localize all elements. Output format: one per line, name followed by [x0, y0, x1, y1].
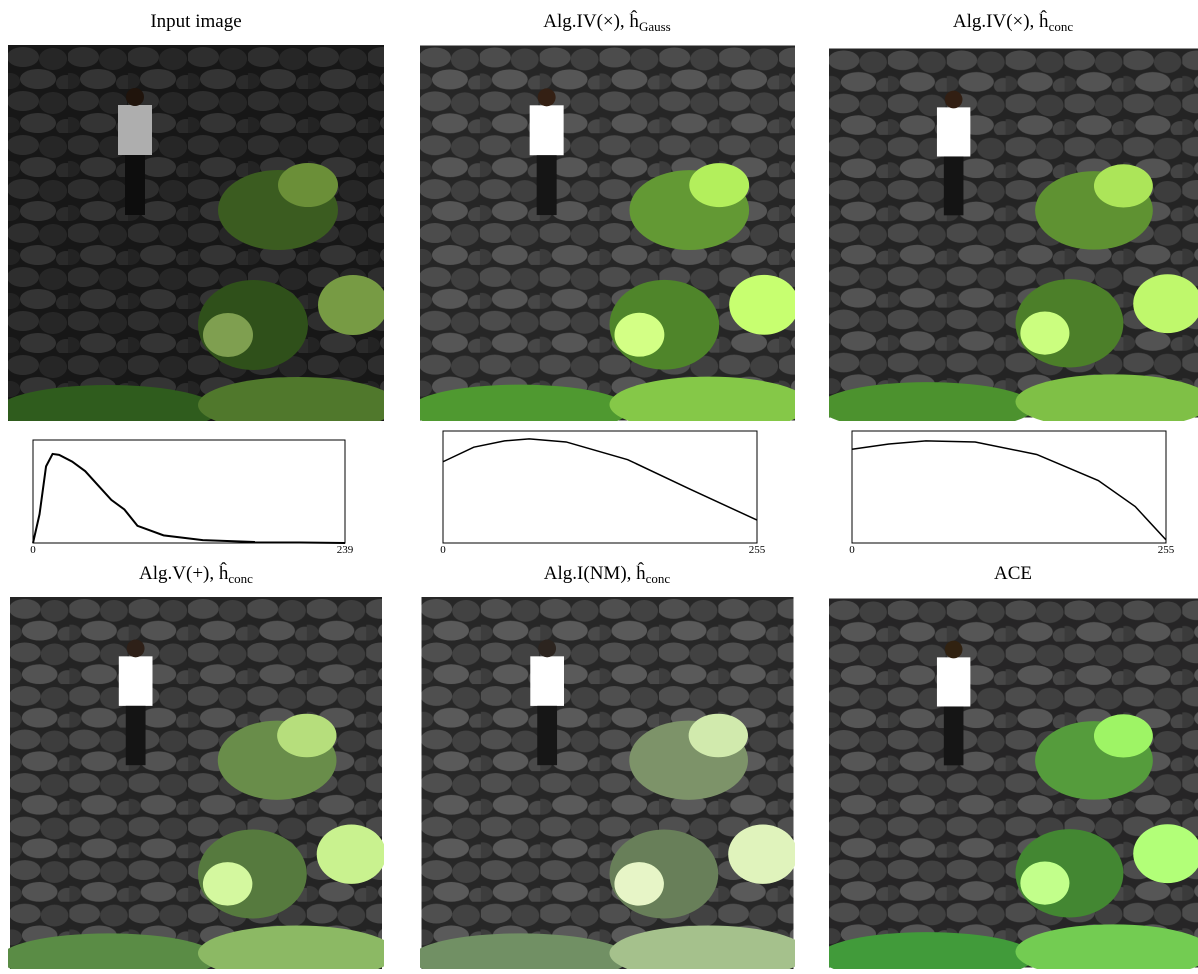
x-tick-label: 239 [337, 544, 354, 556]
curve [443, 439, 757, 520]
plot-frame [852, 431, 1166, 543]
x-tick-label: 0 [849, 544, 855, 556]
title-subscript: conc [646, 571, 671, 586]
panel-title: Alg.I(NM), ĥconc [544, 562, 671, 586]
image [0, 597, 396, 969]
title-text: Alg.IV(×), ĥ [543, 10, 639, 32]
curve [33, 454, 345, 543]
x-tick-label: 0 [440, 544, 446, 556]
curve [852, 441, 1166, 540]
panel-title: Alg.IV(×), ĥconc [953, 10, 1073, 34]
x-tick-label: 255 [749, 544, 766, 556]
title-subscript: conc [228, 571, 253, 586]
plot-frame [443, 431, 757, 543]
images [0, 45, 1198, 969]
title-text: ACE [994, 563, 1032, 584]
image [819, 599, 1198, 970]
image [0, 45, 398, 435]
plot-frame [33, 440, 345, 543]
image [412, 597, 808, 969]
x-tick-label: 0 [30, 544, 36, 556]
panel-title: ACE [994, 563, 1032, 584]
figure: Input imageAlg.IV(×), ĥGaussAlg.IV(×), ĥ… [0, 0, 1198, 969]
image [410, 46, 809, 435]
title-text: Alg.V(+), ĥ [139, 562, 229, 584]
x-tick-label: 255 [1158, 544, 1175, 556]
title-text: Alg.IV(×), ĥ [953, 10, 1049, 32]
panel-title: Alg.V(+), ĥconc [139, 562, 253, 586]
image [819, 49, 1198, 432]
title-text: Input image [150, 11, 241, 32]
title-text: Alg.I(NM), ĥ [544, 562, 646, 584]
panel-title: Input image [150, 11, 241, 32]
title-subscript: Gauss [639, 19, 671, 34]
panel-title: Alg.IV(×), ĥGauss [543, 10, 670, 34]
title-subscript: conc [1049, 19, 1074, 34]
